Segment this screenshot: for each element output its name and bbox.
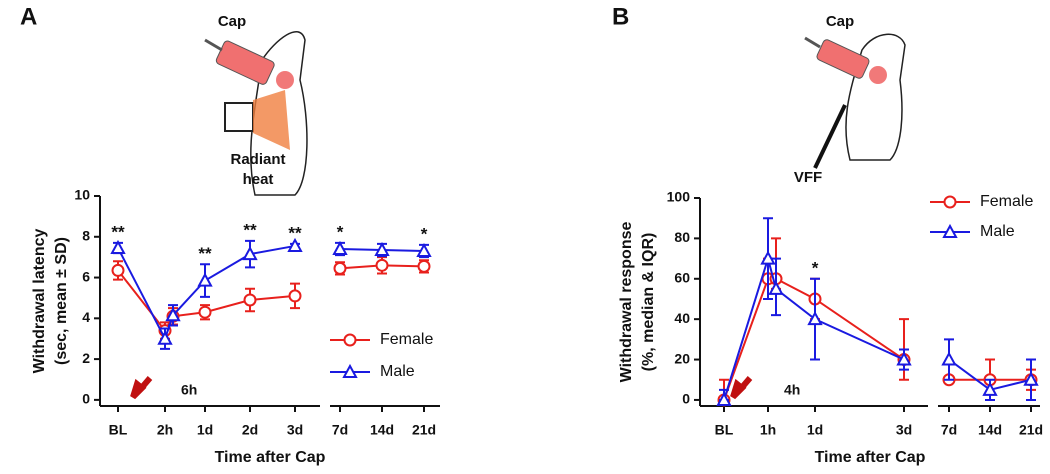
x-tick-label: 4h bbox=[784, 382, 800, 398]
x-tick-label: BL bbox=[715, 422, 734, 438]
significance-label: * bbox=[337, 222, 344, 241]
point bbox=[768, 280, 784, 295]
point bbox=[716, 391, 732, 406]
point bbox=[288, 289, 302, 303]
point bbox=[198, 305, 212, 319]
illustration-label: Cap bbox=[826, 13, 854, 30]
y-tick-label: 100 bbox=[667, 189, 691, 205]
point bbox=[332, 240, 348, 256]
x-tick-label: 1d bbox=[807, 422, 823, 438]
x-tick-label: 1d bbox=[197, 422, 213, 438]
point bbox=[982, 381, 998, 396]
x-tick-label: 3d bbox=[287, 422, 303, 438]
x-tick-label: 14d bbox=[978, 422, 1002, 438]
legend-label: Female bbox=[380, 331, 433, 348]
x-tick-label: 7d bbox=[941, 422, 957, 438]
x-tick-label: 7d bbox=[332, 422, 348, 438]
x-tick-label: 2d bbox=[242, 422, 258, 438]
point bbox=[417, 259, 431, 273]
point bbox=[896, 351, 912, 366]
panel-label: A bbox=[20, 3, 37, 30]
illustration-label: Cap bbox=[218, 13, 246, 30]
y-axis-title: Withdrawal response bbox=[618, 222, 635, 383]
y-tick-label: 6 bbox=[82, 268, 90, 284]
y-axis-title: Withdrawal latency bbox=[31, 229, 48, 374]
significance-label: ** bbox=[111, 222, 125, 241]
legend-marker bbox=[342, 363, 358, 378]
y-axis-title: (sec, mean ± SD) bbox=[53, 237, 70, 365]
point bbox=[197, 272, 213, 287]
legend-label: Male bbox=[380, 363, 415, 380]
y-tick-label: 10 bbox=[74, 187, 90, 203]
y-tick-label: 4 bbox=[82, 309, 90, 325]
injection-arrow bbox=[730, 376, 753, 400]
point bbox=[242, 246, 258, 261]
point bbox=[941, 351, 957, 366]
y-tick-label: 60 bbox=[674, 269, 690, 285]
illustration-label: heat bbox=[243, 171, 274, 188]
significance-label: ** bbox=[243, 220, 257, 239]
illustration-a bbox=[204, 31, 308, 196]
point bbox=[416, 242, 432, 258]
injection-arrow bbox=[130, 376, 153, 400]
point bbox=[287, 237, 303, 252]
point bbox=[1023, 371, 1039, 386]
x-tick-label: 21d bbox=[412, 422, 436, 438]
x-tick-label: BL bbox=[109, 422, 128, 438]
point bbox=[333, 261, 347, 275]
x-tick-label: 6h bbox=[181, 382, 197, 398]
illustration-b bbox=[804, 33, 906, 169]
illustration-label: VFF bbox=[794, 169, 822, 186]
legend-label: Male bbox=[980, 223, 1015, 240]
point bbox=[111, 263, 125, 277]
point bbox=[243, 293, 257, 307]
legend-marker bbox=[343, 333, 357, 347]
illustration-label: Radiant bbox=[230, 151, 285, 168]
point bbox=[375, 258, 389, 272]
y-tick-label: 2 bbox=[82, 350, 90, 366]
legend-marker bbox=[942, 223, 958, 238]
point bbox=[110, 239, 126, 254]
x-tick-label: 1h bbox=[760, 422, 776, 438]
significance-label: * bbox=[812, 258, 819, 277]
point bbox=[374, 241, 390, 257]
significance-label: ** bbox=[198, 244, 212, 263]
point bbox=[760, 250, 776, 265]
x-tick-label: 21d bbox=[1019, 422, 1043, 438]
y-tick-label: 40 bbox=[674, 310, 690, 326]
panel-label: B bbox=[612, 3, 629, 30]
significance-label: ** bbox=[288, 223, 302, 242]
x-tick-label: 3d bbox=[896, 422, 912, 438]
legend-marker bbox=[943, 195, 957, 209]
y-tick-label: 20 bbox=[674, 350, 690, 366]
point bbox=[165, 307, 181, 322]
x-tick-label: 2h bbox=[157, 422, 173, 438]
point bbox=[807, 311, 823, 326]
significance-label: * bbox=[421, 224, 428, 243]
x-axis-title: Time after Cap bbox=[815, 449, 926, 466]
y-tick-label: 0 bbox=[682, 391, 690, 407]
y-tick-label: 0 bbox=[82, 391, 90, 407]
legend-label: Female bbox=[980, 193, 1033, 210]
series-line bbox=[117, 269, 296, 333]
y-tick-label: 8 bbox=[82, 227, 90, 243]
x-tick-label: 14d bbox=[370, 422, 394, 438]
y-tick-label: 80 bbox=[674, 229, 690, 245]
point bbox=[157, 330, 173, 345]
y-axis-title: (%, median & IQR) bbox=[640, 233, 657, 372]
series-line bbox=[117, 244, 296, 342]
x-axis-title: Time after Cap bbox=[215, 449, 326, 466]
